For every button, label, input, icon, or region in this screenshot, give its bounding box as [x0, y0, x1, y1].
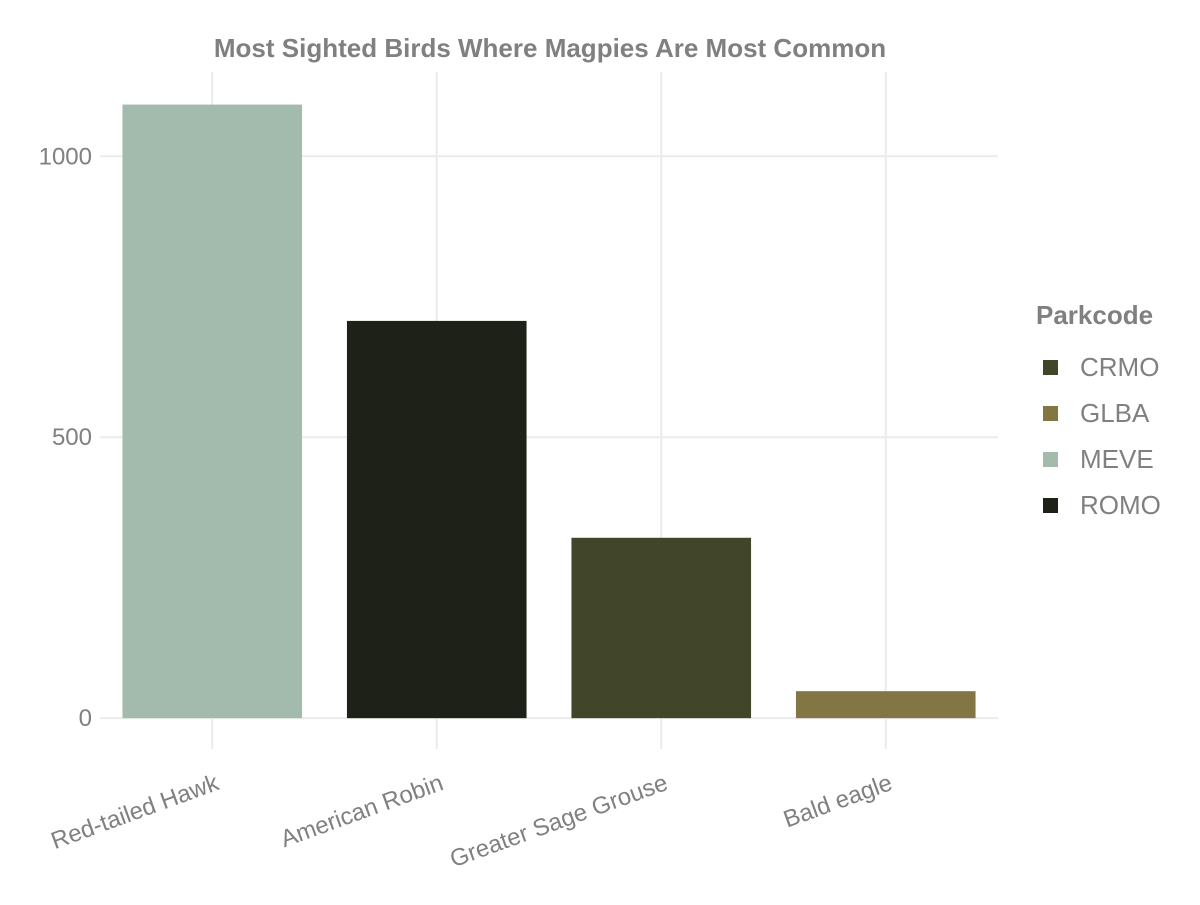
x-axis-ticks: Red-tailed Hawk American Robin Greater Sag…: [48, 769, 896, 873]
bar: [571, 537, 752, 719]
y-tick-label: 1000: [39, 143, 92, 170]
legend-swatch: [1043, 452, 1058, 467]
legend-swatch: [1043, 360, 1058, 375]
legend-label: CRMO: [1080, 352, 1159, 382]
bars: [122, 104, 976, 719]
chart-title: Most Sighted Birds Where Magpies Are Mos…: [214, 33, 886, 63]
legend-title: Parkcode: [1036, 300, 1153, 330]
bar: [795, 691, 976, 719]
y-axis-ticks: 0 500 1000: [39, 143, 92, 732]
legend-swatch: [1043, 406, 1058, 421]
legend: Parkcode CRMO GLBA MEVE ROMO: [1036, 300, 1161, 520]
y-tick-label: 500: [52, 424, 92, 451]
y-tick-label: 0: [79, 705, 92, 732]
legend-swatch: [1043, 498, 1058, 513]
x-tick-label: American Robin: [277, 769, 447, 853]
bar: [346, 320, 527, 719]
x-tick-label: Greater Sage Grouse: [446, 769, 671, 873]
x-tick-label: Red-tailed Hawk: [48, 769, 224, 855]
legend-items: CRMO GLBA MEVE ROMO: [1043, 352, 1161, 520]
legend-label: ROMO: [1080, 490, 1161, 520]
bar: [122, 104, 303, 719]
legend-label: MEVE: [1080, 444, 1154, 474]
x-tick-label: Bald eagle: [780, 769, 896, 833]
legend-label: GLBA: [1080, 398, 1150, 428]
